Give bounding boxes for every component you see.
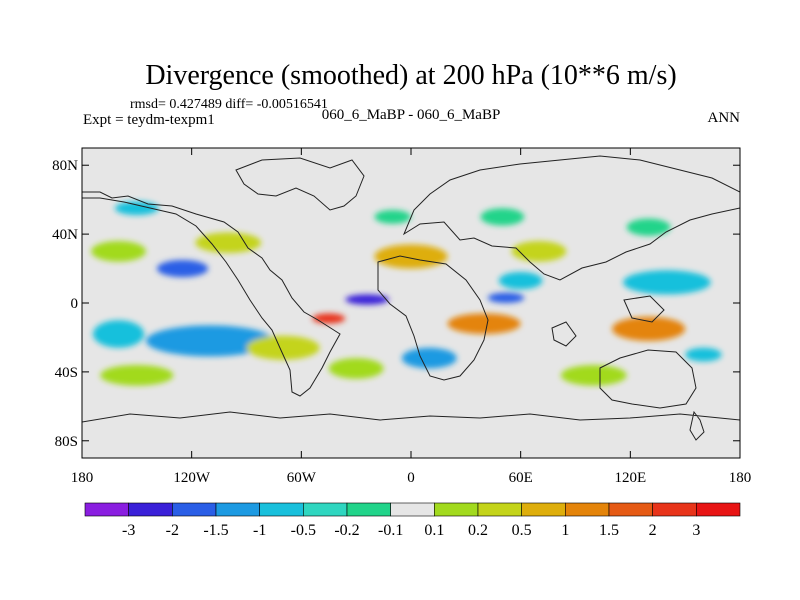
colorbar-swatch — [172, 502, 217, 517]
expt-label: Expt = teydm-texpm1 — [83, 112, 215, 128]
continent-outlines — [82, 155, 740, 441]
stats-line: rmsd= 0.427489 diff= -0.00516541 — [130, 97, 328, 112]
colorbar-label: -3 — [122, 522, 135, 539]
colorbar-label: 2 — [649, 522, 657, 539]
colorbar-swatch — [346, 502, 391, 517]
colorbar-label: -1 — [253, 522, 266, 539]
field-region — [401, 347, 457, 369]
colorbar-swatch — [128, 502, 173, 517]
field-region — [626, 218, 671, 236]
colorbar-label: -1.5 — [203, 522, 228, 539]
y-axis: 80N 40N 0 40S 80S — [52, 158, 740, 450]
colorbar-swatch — [390, 502, 435, 517]
y-tick-label: 40N — [52, 227, 78, 243]
colorbar-swatch — [521, 502, 566, 517]
y-tick-label: 80N — [52, 158, 78, 174]
colorbar-swatch — [696, 502, 741, 517]
field-region — [91, 241, 146, 262]
field-region — [374, 244, 448, 269]
colorbar-swatch — [608, 502, 653, 517]
field-region — [560, 365, 627, 386]
colorbar-label: 1.5 — [599, 522, 619, 539]
colorbar: -3 -2 -1.5 -1 -0.5 -0.2 -0.1 0.1 0.2 0.5 1 1.5 2 3 — [84, 502, 741, 539]
colorbar-swatch — [303, 502, 348, 517]
colorbar-swatch — [652, 502, 697, 517]
colorbar-label: -0.2 — [334, 522, 359, 539]
y-tick-label: 0 — [71, 296, 79, 312]
chart-title: Divergence (smoothed) at 200 hPa (10**6 … — [145, 60, 676, 91]
divergence-field — [91, 201, 722, 386]
field-region — [100, 365, 174, 386]
field-region — [246, 335, 320, 360]
field-region — [156, 259, 209, 278]
colorbar-swatch — [477, 502, 522, 517]
case-label: 060_6_MaBP - 060_6_MaBP — [322, 107, 501, 123]
field-region — [487, 292, 525, 304]
season-label: ANN — [708, 110, 741, 126]
x-tick-label: 60E — [509, 470, 533, 486]
field-region — [498, 272, 543, 290]
field-region — [145, 325, 274, 357]
x-tick-label: 120E — [614, 470, 646, 486]
field-region — [480, 208, 525, 226]
colorbar-label: 0.5 — [512, 522, 532, 539]
colorbar-swatch — [259, 502, 304, 517]
field-region — [685, 347, 722, 362]
field-region — [328, 358, 384, 379]
x-tick-label: 180 — [71, 470, 94, 486]
x-tick-label: 0 — [407, 470, 415, 486]
field-region — [374, 210, 411, 224]
plot-background — [82, 148, 740, 458]
colorbar-label: -0.1 — [378, 522, 403, 539]
x-tick-label: 60W — [287, 470, 317, 486]
x-tick-label: 120W — [173, 470, 211, 486]
colorbar-swatch — [434, 502, 479, 517]
field-region — [345, 294, 390, 305]
field-region — [312, 313, 346, 324]
field-region — [195, 232, 262, 254]
field-region — [612, 316, 686, 341]
colorbar-swatch — [215, 502, 260, 517]
colorbar-label: 0.2 — [468, 522, 488, 539]
x-tick-label: 180 — [729, 470, 752, 486]
plot-area — [82, 148, 740, 458]
colorbar-label: 1 — [561, 522, 569, 539]
colorbar-label: 3 — [692, 522, 700, 539]
field-region — [92, 320, 145, 348]
field-region — [623, 270, 711, 295]
field-region — [114, 201, 159, 216]
colorbar-label: -0.5 — [291, 522, 316, 539]
field-region — [511, 241, 567, 262]
y-tick-label: 40S — [55, 365, 78, 381]
colorbar-label: 0.1 — [424, 522, 444, 539]
colorbar-label: -2 — [166, 522, 179, 539]
colorbar-swatch — [565, 502, 610, 517]
field-region — [447, 313, 521, 334]
x-axis: 180 120W 60W 0 60E 120E 180 — [71, 148, 752, 486]
colorbar-swatch — [84, 502, 129, 517]
y-tick-label: 80S — [55, 434, 78, 450]
